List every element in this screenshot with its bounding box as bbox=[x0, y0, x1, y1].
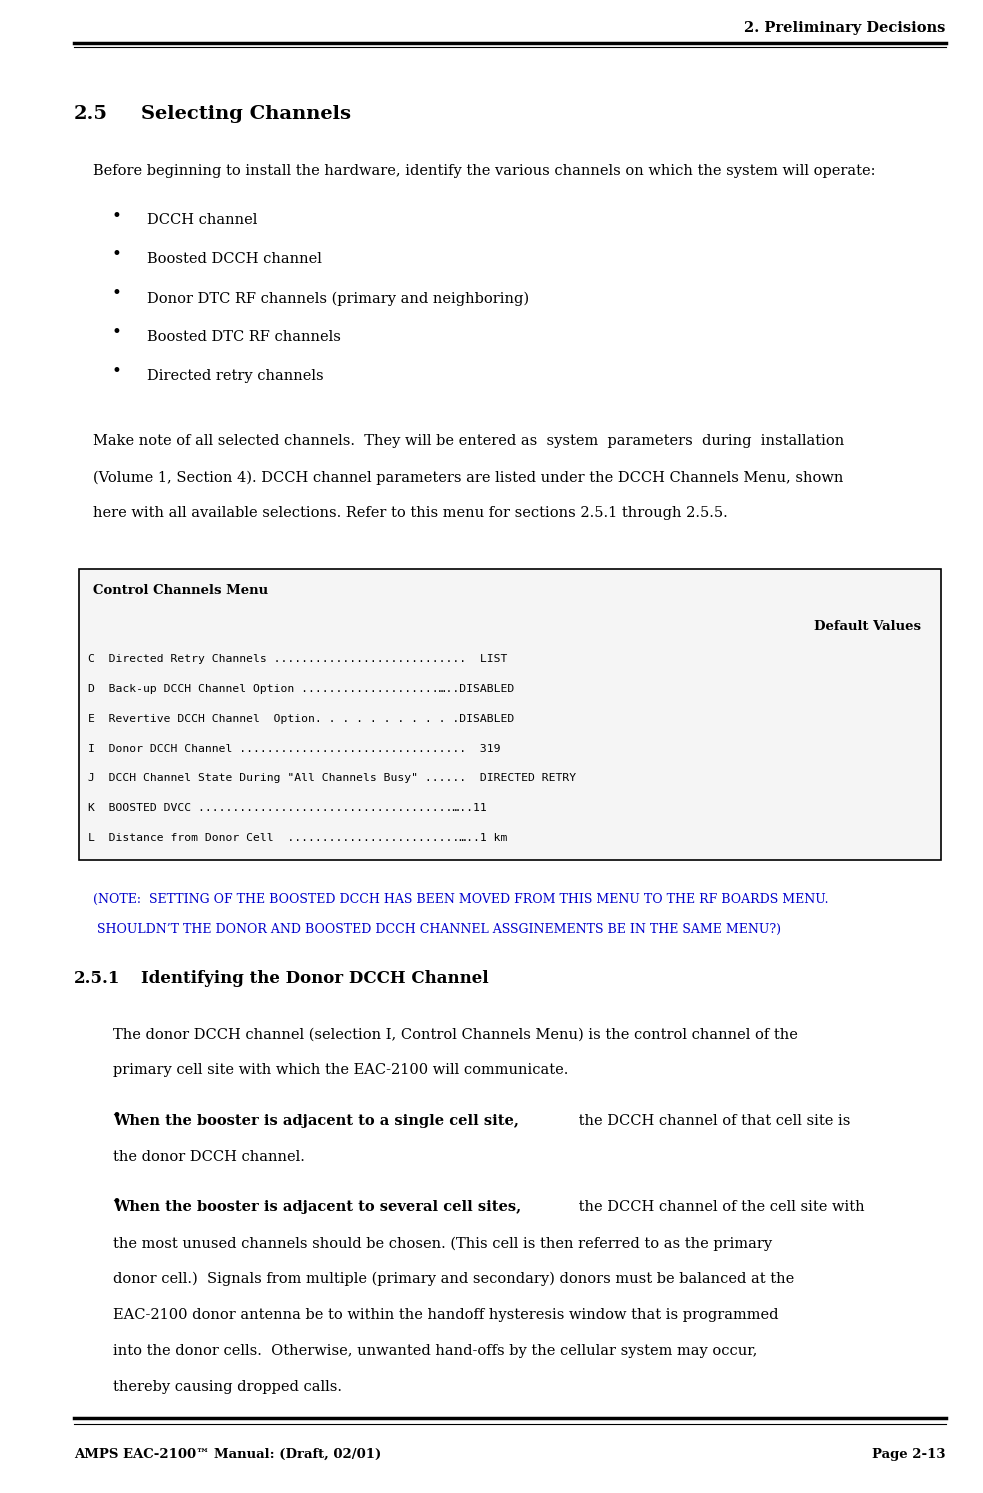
Text: J  DCCH Channel State During "All Channels Busy" ......  DIRECTED RETRY: J DCCH Channel State During "All Channel… bbox=[88, 773, 577, 784]
Text: Default Values: Default Values bbox=[814, 620, 921, 633]
Text: Before beginning to install the hardware, identify the various channels on which: Before beginning to install the hardware… bbox=[93, 164, 876, 178]
Text: •: • bbox=[111, 324, 121, 340]
Text: thereby causing dropped calls.: thereby causing dropped calls. bbox=[113, 1380, 342, 1393]
Text: I  Donor DCCH Channel .................................  319: I Donor DCCH Channel ...................… bbox=[88, 744, 501, 754]
Text: (Volume 1, Section 4). DCCH channel parameters are listed under the DCCH Channel: (Volume 1, Section 4). DCCH channel para… bbox=[93, 470, 843, 485]
Text: Control Channels Menu: Control Channels Menu bbox=[93, 584, 268, 597]
Text: the most unused channels should be chosen. (This cell is then referred to as the: the most unused channels should be chose… bbox=[113, 1236, 773, 1251]
Text: When the booster is adjacent to a single cell site,: When the booster is adjacent to a single… bbox=[113, 1114, 519, 1127]
Text: Boosted DCCH channel: Boosted DCCH channel bbox=[147, 252, 322, 266]
Text: EAC-2100 donor antenna be to within the handoff hysteresis window that is progra: EAC-2100 donor antenna be to within the … bbox=[113, 1308, 779, 1321]
Text: •: • bbox=[111, 363, 121, 379]
Text: •: • bbox=[111, 285, 121, 302]
Text: 2.5.1: 2.5.1 bbox=[74, 970, 120, 987]
Text: L  Distance from Donor Cell  .........................…..1 km: L Distance from Donor Cell .............… bbox=[88, 833, 508, 844]
Text: here with all available selections. Refer to this menu for sections 2.5.1 throug: here with all available selections. Refe… bbox=[93, 506, 728, 520]
Text: Directed retry channels: Directed retry channels bbox=[147, 369, 324, 382]
Text: •: • bbox=[111, 246, 121, 263]
Text: K  BOOSTED DVCC .....................................…..11: K BOOSTED DVCC .........................… bbox=[88, 803, 488, 814]
Text: primary cell site with which the EAC-2100 will communicate.: primary cell site with which the EAC-210… bbox=[113, 1063, 568, 1076]
Text: Identifying the Donor DCCH Channel: Identifying the Donor DCCH Channel bbox=[141, 970, 489, 987]
FancyBboxPatch shape bbox=[79, 569, 941, 860]
Text: C  Directed Retry Channels ............................  LIST: C Directed Retry Channels ..............… bbox=[88, 654, 508, 664]
Text: the DCCH channel of the cell site with: the DCCH channel of the cell site with bbox=[574, 1200, 865, 1214]
Text: into the donor cells.  Otherwise, unwanted hand-offs by the cellular system may : into the donor cells. Otherwise, unwante… bbox=[113, 1344, 758, 1357]
Text: DCCH channel: DCCH channel bbox=[147, 213, 258, 227]
Text: Boosted DTC RF channels: Boosted DTC RF channels bbox=[147, 330, 341, 343]
Text: the DCCH channel of that cell site is: the DCCH channel of that cell site is bbox=[574, 1114, 850, 1127]
Text: •: • bbox=[111, 1108, 121, 1124]
Text: The donor DCCH channel (selection I, Control Channels Menu) is the control chann: The donor DCCH channel (selection I, Con… bbox=[113, 1027, 798, 1041]
Text: •: • bbox=[111, 1194, 121, 1211]
Text: AMPS EAC-2100™ Manual: (Draft, 02/01): AMPS EAC-2100™ Manual: (Draft, 02/01) bbox=[74, 1448, 381, 1462]
Text: E  Revertive DCCH Channel  Option. . . . . . . . . . .DISABLED: E Revertive DCCH Channel Option. . . . .… bbox=[88, 714, 515, 724]
Text: SHOULDN’T THE DONOR AND BOOSTED DCCH CHANNEL ASSGINEMENTS BE IN THE SAME MENU?): SHOULDN’T THE DONOR AND BOOSTED DCCH CHA… bbox=[93, 923, 781, 936]
Text: Make note of all selected channels.  They will be entered as  system  parameters: Make note of all selected channels. They… bbox=[93, 434, 844, 448]
Text: Page 2-13: Page 2-13 bbox=[872, 1448, 946, 1462]
Text: D  Back-up DCCH Channel Option ....................…..DISABLED: D Back-up DCCH Channel Option ..........… bbox=[88, 684, 515, 694]
Text: Selecting Channels: Selecting Channels bbox=[141, 105, 351, 122]
Text: the donor DCCH channel.: the donor DCCH channel. bbox=[113, 1150, 305, 1163]
Text: 2.5: 2.5 bbox=[74, 105, 108, 122]
Text: When the booster is adjacent to several cell sites,: When the booster is adjacent to several … bbox=[113, 1200, 521, 1214]
Text: donor cell.)  Signals from multiple (primary and secondary) donors must be balan: donor cell.) Signals from multiple (prim… bbox=[113, 1272, 794, 1287]
Text: Donor DTC RF channels (primary and neighboring): Donor DTC RF channels (primary and neigh… bbox=[147, 291, 530, 306]
Text: (NOTE:  SETTING OF THE BOOSTED DCCH HAS BEEN MOVED FROM THIS MENU TO THE RF BOAR: (NOTE: SETTING OF THE BOOSTED DCCH HAS B… bbox=[93, 893, 829, 906]
Text: •: • bbox=[111, 208, 121, 224]
Text: 2. Preliminary Decisions: 2. Preliminary Decisions bbox=[744, 21, 946, 34]
